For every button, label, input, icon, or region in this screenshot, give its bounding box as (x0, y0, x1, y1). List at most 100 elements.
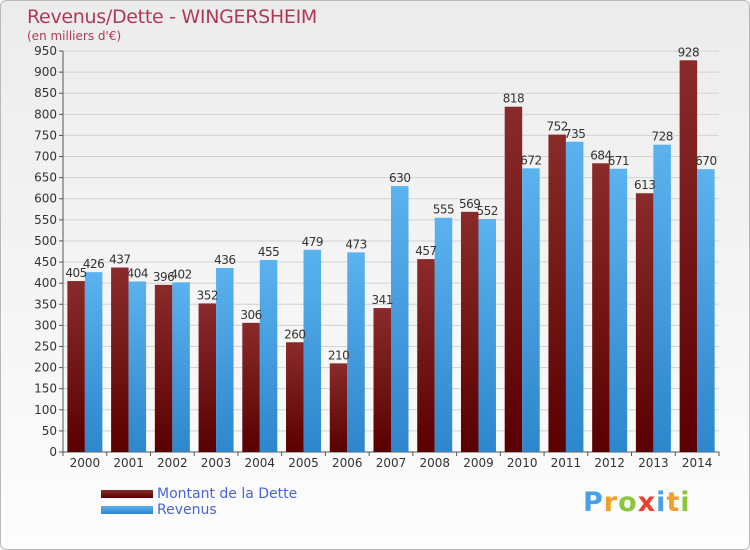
x-tick-label: 2006 (332, 456, 363, 470)
data-label-dette: 437 (109, 253, 130, 267)
x-tick-label: 2011 (551, 456, 582, 470)
bar-dette (679, 60, 698, 452)
x-tick-label: 2009 (463, 456, 494, 470)
bar-dette (417, 259, 435, 452)
bar-revenus (522, 168, 540, 452)
data-label-dette: 818 (503, 92, 524, 106)
legend-swatch-revenus (101, 506, 153, 514)
bar-revenus (391, 186, 409, 453)
bar-dette (198, 303, 217, 452)
data-label-dette: 260 (284, 327, 305, 341)
data-label-revenus: 436 (214, 253, 235, 267)
x-tick-label: 2003 (201, 456, 232, 470)
legend-label-dette: Montant de la Dette (157, 486, 298, 502)
y-tick-label: 100 (34, 403, 57, 417)
x-tick-label: 2008 (419, 456, 450, 470)
y-tick-label: 300 (34, 318, 57, 332)
x-axis-ticks: 2000 2001 2002 2003 2004 2005 2006 2007 2008 2009… (62, 452, 720, 470)
bar-dette (242, 322, 260, 452)
y-tick-label: 650 (34, 171, 57, 185)
data-label-revenus: 552 (477, 204, 498, 218)
bar-revenus (609, 168, 628, 452)
bar-dette (635, 193, 654, 452)
x-tick-label: 2005 (288, 456, 319, 470)
bar-revenus (172, 282, 190, 452)
x-tick-label: 2012 (594, 456, 625, 470)
y-tick-label: 750 (34, 128, 57, 142)
y-tick-label: 900 (34, 65, 57, 79)
x-tick-label: 2007 (376, 456, 407, 470)
data-label-dette: 352 (197, 288, 218, 302)
x-tick-label: 2002 (157, 456, 188, 470)
y-tick-label: 500 (34, 234, 57, 248)
x-tick-label: 2001 (113, 456, 144, 470)
y-tick-label: 150 (34, 382, 57, 396)
y-tick-label: 700 (34, 150, 57, 164)
bar-revenus (128, 281, 147, 452)
data-label-revenus: 630 (389, 171, 410, 185)
legend-swatch-dette (101, 490, 153, 498)
y-tick-label: 350 (34, 297, 57, 311)
data-label-dette: 306 (240, 308, 261, 322)
y-axis-ticks: 0 50 100 150 200 250 300 350 400 450 500 550 600 650 7… (34, 44, 57, 459)
x-tick-label: 2013 (638, 456, 669, 470)
data-label-dette: 341 (372, 293, 393, 307)
bar-dette (460, 211, 479, 452)
bar-revenus (259, 259, 278, 452)
bar-revenus (434, 217, 453, 452)
proxiti-logo: Proxiti (583, 487, 691, 518)
bar-dette (592, 163, 610, 452)
data-label-revenus: 402 (170, 267, 191, 281)
y-tick-label: 450 (34, 255, 57, 269)
bar-dette (154, 284, 173, 452)
y-tick-label: 400 (34, 276, 57, 290)
y-tick-label: 50 (42, 424, 57, 438)
data-label-revenus: 671 (608, 154, 629, 168)
y-tick-label: 250 (34, 339, 57, 353)
bar-dette (373, 308, 391, 452)
data-label-revenus: 670 (695, 154, 716, 168)
y-tick-label: 950 (34, 44, 57, 58)
bar-revenus (216, 267, 234, 452)
data-label-revenus: 473 (345, 237, 366, 251)
bar-revenus (653, 144, 671, 452)
y-tick-label: 550 (34, 213, 57, 227)
data-label-dette: 457 (415, 244, 436, 258)
data-label-revenus: 728 (651, 130, 672, 144)
data-label-dette: 210 (328, 348, 349, 362)
y-tick-label: 850 (34, 86, 57, 100)
legend-label-revenus: Revenus (157, 502, 217, 518)
bar-dette (286, 342, 304, 452)
x-tick-label: 2010 (507, 456, 538, 470)
bar-revenus (303, 249, 322, 452)
data-label-dette: 684 (590, 148, 611, 162)
y-tick-label: 0 (49, 445, 57, 459)
data-label-dette: 569 (459, 197, 480, 211)
data-label-revenus: 404 (127, 266, 148, 280)
bar-dette (504, 106, 523, 452)
y-tick-label: 200 (34, 361, 57, 375)
data-label-revenus: 455 (258, 245, 279, 259)
y-tick-label: 800 (34, 107, 57, 121)
data-label-revenus: 426 (83, 257, 104, 271)
data-label-revenus: 672 (520, 153, 541, 167)
bar-dette (67, 281, 85, 452)
data-label-dette: 613 (634, 178, 655, 192)
y-tick-label: 600 (34, 192, 57, 206)
chart-subtitle: (en milliers d'€) (27, 29, 122, 43)
bar-revenus (84, 272, 103, 452)
bar-dette (111, 267, 129, 452)
bar-revenus (697, 169, 715, 453)
data-label-revenus: 479 (302, 235, 323, 249)
data-label-revenus: 735 (564, 127, 585, 141)
data-label-dette: 396 (153, 270, 174, 284)
bar-revenus (478, 218, 496, 452)
x-tick-label: 2000 (70, 456, 101, 470)
bar-revenus (565, 141, 584, 452)
chart-title: Revenus/Dette - WINGERSHEIM (27, 6, 317, 28)
bar-dette (329, 363, 348, 452)
data-label-dette: 405 (65, 266, 86, 280)
bar-revenus (347, 252, 365, 452)
